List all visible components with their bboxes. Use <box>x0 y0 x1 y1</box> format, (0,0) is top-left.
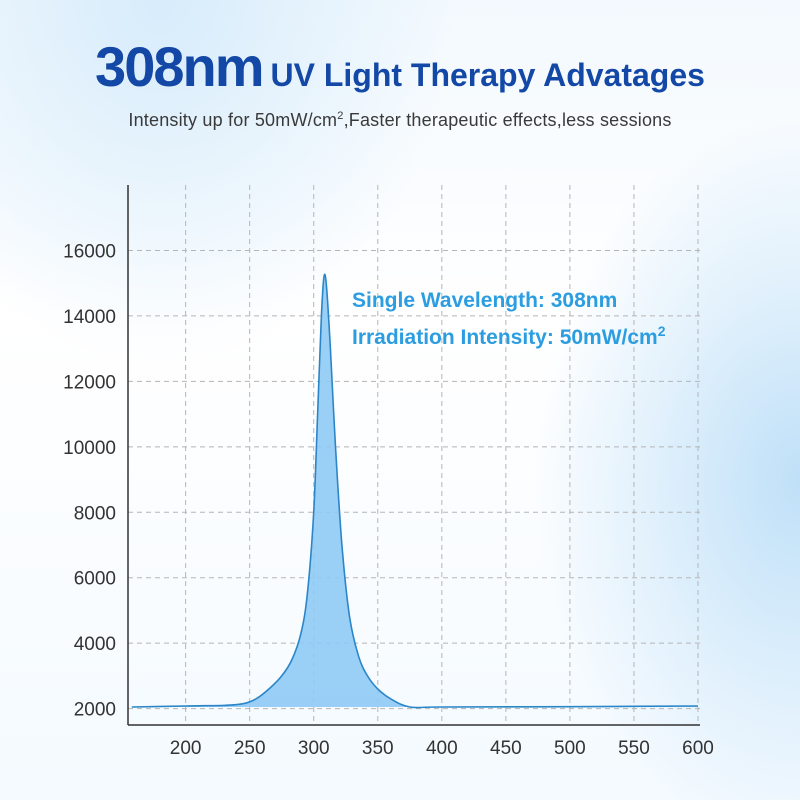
spectrum-annotation: Single Wavelength: 308nm Irradiation Int… <box>352 286 666 353</box>
y-tick-labels: 2000 4000 6000 8000 10000 12000 14000 16000 <box>63 241 116 720</box>
x-tick-label: 600 <box>682 738 714 759</box>
x-tick-label: 350 <box>362 738 394 759</box>
x-tick-label: 300 <box>298 738 330 759</box>
annotation-superscript: 2 <box>657 323 666 339</box>
x-tick-label: 250 <box>234 738 266 759</box>
page-title: 308nm UV Light Therapy Advatages <box>0 34 800 99</box>
subtitle-superscript: 2 <box>337 110 344 122</box>
y-tick-label: 10000 <box>63 438 116 459</box>
title-wavelength: 308nm <box>95 35 264 98</box>
annotation-intensity: Irradiation Intensity: 50mW/cm2 <box>352 316 666 353</box>
y-tick-label: 16000 <box>63 241 116 262</box>
x-tick-label: 400 <box>426 738 458 759</box>
y-tick-label: 8000 <box>74 503 116 524</box>
subtitle-part-2: ,Faster therapeutic effects,less session… <box>343 110 672 130</box>
y-tick-label: 4000 <box>74 634 116 655</box>
x-tick-labels: 200 250 300 350 400 450 500 550 600 <box>170 738 714 759</box>
x-tick-label: 450 <box>490 738 522 759</box>
x-tick-label: 200 <box>170 738 202 759</box>
y-tick-label: 14000 <box>63 307 116 328</box>
x-tick-label: 500 <box>554 738 586 759</box>
x-tick-label: 550 <box>618 738 650 759</box>
chart-grid <box>128 185 700 725</box>
annotation-wavelength: Single Wavelength: 308nm <box>352 289 618 312</box>
y-tick-label: 6000 <box>74 569 116 590</box>
subtitle-part-1: Intensity up for 50mW/cm <box>128 110 338 130</box>
subtitle: Intensity up for 50mW/cm2,Faster therape… <box>0 110 800 131</box>
spectrum-line <box>131 273 699 709</box>
annotation-intensity-text: Irradiation Intensity: 50mW/cm <box>352 326 658 349</box>
title-text: UV Light Therapy Advatages <box>270 57 705 93</box>
y-tick-label: 12000 <box>63 372 116 393</box>
y-tick-label: 2000 <box>74 700 116 721</box>
